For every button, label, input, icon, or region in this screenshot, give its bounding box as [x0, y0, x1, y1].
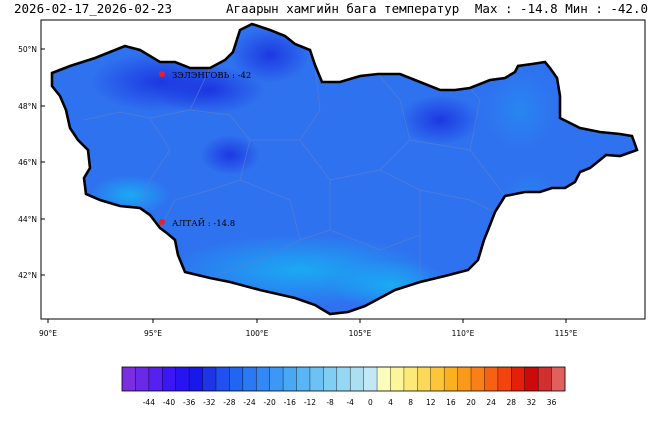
colorbar-swatch — [202, 367, 217, 391]
lat-tick-50: 50°N — [18, 45, 37, 54]
lat-tick-42: 42°N — [18, 271, 37, 280]
colorbar-tick-label: 12 — [426, 398, 436, 407]
colorbar-tick-label: -40 — [163, 398, 175, 407]
min-station-marker: ЗЭЛЭНГОВЬ : -42 — [159, 71, 251, 81]
colorbar-swatch — [175, 367, 190, 391]
colorbar-swatch — [122, 367, 136, 391]
colorbar-tick-label: -32 — [203, 398, 215, 407]
max-station-label: АЛТАЙ : -14.8 — [172, 217, 235, 229]
colorbar-swatch — [148, 367, 163, 391]
date-range-title: 2026-02-17_2026-02-23 — [14, 1, 173, 16]
colorbar-swatch — [444, 367, 458, 391]
colorbar-swatch — [350, 367, 364, 391]
min-max-summary: Max : -14.8 Мин : -42.0 — [474, 1, 648, 16]
longitude-axis: 90°E 95°E 100°E 105°E 110°E 115°E — [39, 319, 578, 338]
colorbar-swatch — [538, 367, 552, 391]
colorbar-swatch — [430, 367, 445, 391]
colorbar-swatch — [471, 367, 485, 391]
lat-tick-48: 48°N — [18, 102, 37, 111]
colorbar-tick-label: 32 — [527, 398, 537, 407]
colorbar-swatch — [242, 367, 257, 391]
colorbar-swatch — [457, 367, 472, 391]
colorbar-swatch — [377, 367, 391, 391]
colorbar-swatch — [256, 367, 270, 391]
colorbar-tick-label: -28 — [223, 398, 235, 407]
colorbar-swatch — [323, 367, 338, 391]
colorbar-tick-label: -20 — [264, 398, 276, 407]
latitude-axis: 50°N 48°N 46°N 44°N 42°N — [18, 45, 45, 280]
colorbar-tick-label: -12 — [304, 398, 316, 407]
lon-tick-100: 100°E — [246, 329, 269, 338]
colorbar-tick-label: 28 — [507, 398, 517, 407]
colorbar-tick-label: 8 — [408, 398, 413, 407]
colorbar-swatch — [309, 367, 324, 391]
colorbar-border — [121, 366, 566, 392]
colorbar-swatch — [551, 367, 566, 391]
colorbar-swatch — [189, 367, 203, 391]
colorbar-swatch — [417, 367, 432, 391]
colorbar-swatch — [484, 367, 499, 391]
map-title: Агаарын хамгийн бага температур — [226, 1, 460, 16]
lon-tick-110: 110°E — [452, 329, 475, 338]
province-boundaries — [83, 64, 506, 282]
colorbar-tick-label: -44 — [143, 398, 155, 407]
lat-tick-44: 44°N — [18, 215, 37, 224]
colorbar-tick-label: 24 — [486, 398, 496, 407]
colorbar-swatch — [390, 367, 405, 391]
colorbar-tick-label: -8 — [326, 398, 334, 407]
colorbar-swatch — [229, 367, 244, 391]
colorbar-tick-label: 0 — [368, 398, 373, 407]
colorbar-tick-label: 20 — [466, 398, 476, 407]
colorbar — [121, 366, 566, 392]
colorbar-swatch — [135, 367, 150, 391]
colorbar-swatch — [497, 367, 512, 391]
colorbar-swatch — [269, 367, 284, 391]
colorbar-tick-label: -24 — [243, 398, 255, 407]
lon-tick-90: 90°E — [39, 329, 57, 338]
colorbar-tick-label: 4 — [388, 398, 393, 407]
lon-tick-115: 115°E — [555, 329, 578, 338]
colorbar-tick-label: 36 — [547, 398, 557, 407]
max-station-marker: АЛТАЙ : -14.8 — [159, 217, 235, 229]
colorbar-swatch — [215, 367, 230, 391]
min-station-label: ЗЭЛЭНГОВЬ : -42 — [172, 71, 251, 81]
colorbar-swatch — [336, 367, 351, 391]
colorbar-swatch — [283, 367, 297, 391]
colorbar-tick-label: 16 — [446, 398, 456, 407]
colorbar-swatch — [363, 367, 378, 391]
lon-tick-95: 95°E — [144, 329, 162, 338]
colorbar-tick-label: -4 — [346, 398, 354, 407]
colorbar-swatch — [403, 367, 418, 391]
lon-tick-105: 105°E — [349, 329, 372, 338]
colorbar-tick-label: -16 — [284, 398, 296, 407]
colorbar-swatch — [296, 367, 311, 391]
colorbar-swatch — [511, 367, 526, 391]
colorbar-swatch — [162, 367, 176, 391]
colorbar-labels: -44 -40 -36 -32 -28 -24 -20 -16 -12 -8 -4 0 4 8 12 16 20… — [143, 398, 557, 407]
colorbar-tick-label: -36 — [183, 398, 195, 407]
colorbar-swatch — [524, 367, 539, 391]
lat-tick-46: 46°N — [18, 158, 37, 167]
